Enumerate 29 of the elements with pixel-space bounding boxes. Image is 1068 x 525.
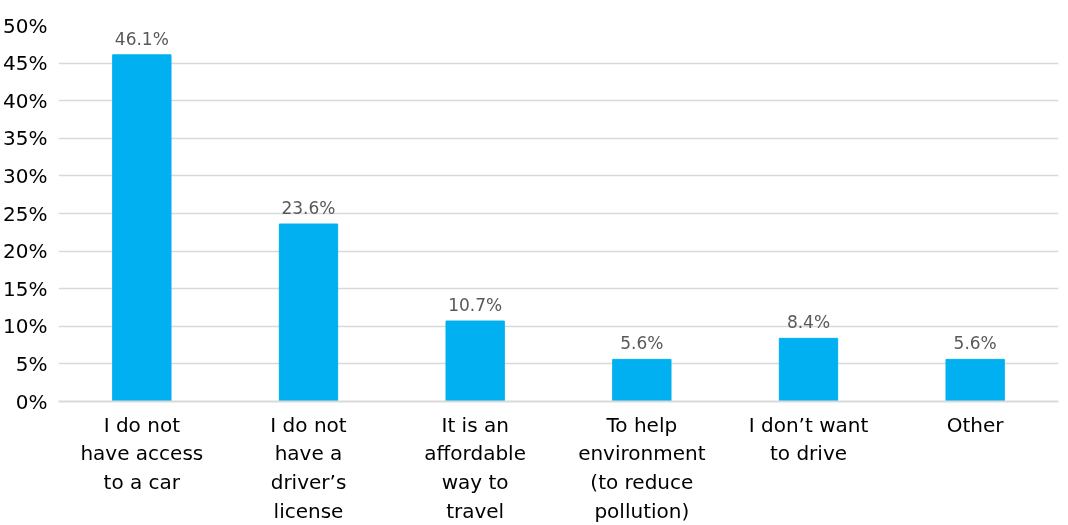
x-tick-label: I do not have access to a car bbox=[80, 412, 204, 495]
x-tick-label: To help environment (to reduce pollution) bbox=[578, 412, 706, 523]
data-label: 5.6% bbox=[620, 333, 664, 354]
data-label: 10.7% bbox=[448, 295, 503, 316]
data-label: 8.4% bbox=[786, 312, 831, 333]
bar bbox=[612, 358, 672, 402]
y-tick-label: 45% bbox=[3, 51, 48, 76]
bar bbox=[778, 337, 839, 402]
y-tick-label: 10% bbox=[3, 314, 48, 339]
y-tick-label: 20% bbox=[3, 239, 48, 264]
y-tick-label: 40% bbox=[3, 88, 48, 113]
x-tick-label: I don’t want to drive bbox=[748, 412, 869, 466]
x-tick-label: I do not have a driver’s license bbox=[270, 412, 347, 523]
y-tick-label: 5% bbox=[15, 351, 48, 376]
y-tick-label: 25% bbox=[3, 201, 48, 226]
bar bbox=[945, 358, 1005, 402]
bar bbox=[112, 54, 172, 402]
bar bbox=[278, 223, 339, 402]
x-tick-label: Other bbox=[946, 412, 1005, 437]
bar bbox=[445, 320, 505, 402]
y-tick-label: 0% bbox=[15, 389, 48, 414]
x-tick-label: It is an affordable way to travel bbox=[424, 412, 526, 523]
y-tick-label: 35% bbox=[3, 126, 48, 151]
y-tick-label: 30% bbox=[3, 163, 48, 188]
data-label: 46.1% bbox=[114, 28, 169, 49]
y-tick-label: 15% bbox=[3, 276, 48, 301]
y-tick-label: 50% bbox=[3, 13, 48, 38]
data-label: 23.6% bbox=[281, 198, 336, 219]
data-label: 5.6% bbox=[953, 333, 997, 354]
